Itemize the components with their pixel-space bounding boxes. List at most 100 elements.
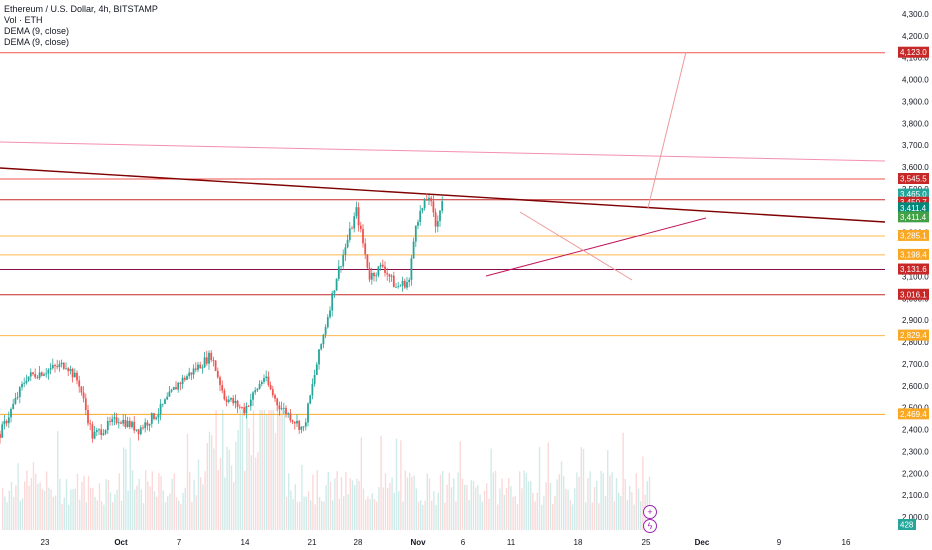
volume-bar xyxy=(508,478,510,530)
candle-body xyxy=(436,221,439,227)
candle-body xyxy=(263,378,265,382)
volume-bar xyxy=(59,478,61,530)
volume-bar xyxy=(261,410,263,530)
candle-body xyxy=(137,429,140,435)
candle-body xyxy=(175,387,177,390)
candle-body xyxy=(315,364,318,375)
candle-body xyxy=(144,422,147,429)
candle-body xyxy=(100,429,103,436)
volume-bar xyxy=(387,488,389,530)
volume-bar xyxy=(314,504,316,530)
candle-body xyxy=(148,423,151,426)
volume-bar xyxy=(310,500,312,530)
price-label-box xyxy=(898,46,929,58)
volume-bar xyxy=(530,481,532,530)
y-tick-label: 3,100.0 xyxy=(902,272,929,281)
volume-bar xyxy=(270,410,272,530)
volume-bar xyxy=(327,471,329,530)
legend-dema-2: DEMA (9, close) xyxy=(4,37,70,47)
volume-bar xyxy=(468,500,470,530)
volume-bar xyxy=(178,500,180,530)
volume-bar xyxy=(63,497,65,530)
volume-bar xyxy=(217,469,219,530)
volume-bar xyxy=(534,501,536,530)
candle-body xyxy=(179,382,182,384)
volume-bar xyxy=(637,488,640,530)
volume-label-text: 428 xyxy=(900,521,914,530)
volume-bar xyxy=(6,502,8,530)
volume-bar xyxy=(338,498,340,530)
candle-body xyxy=(5,420,8,424)
candle-body xyxy=(40,372,43,376)
candle-body xyxy=(32,372,34,374)
price-label: 3,545.5 xyxy=(898,173,929,185)
candle-body xyxy=(78,380,81,387)
volume-bar xyxy=(226,446,228,530)
volume-bar xyxy=(274,433,277,530)
volume-bar xyxy=(596,480,598,530)
price-label: 3,285.1 xyxy=(898,229,929,241)
volume-bar xyxy=(574,488,576,530)
candle-body xyxy=(318,349,320,365)
price-label-text: 3,198.4 xyxy=(900,250,927,259)
candle-body xyxy=(258,384,261,389)
candle-body xyxy=(104,430,107,434)
volume-bar xyxy=(580,447,582,530)
candle-body xyxy=(311,383,314,396)
y-tick-label: 2,100.0 xyxy=(902,491,929,500)
candle-body xyxy=(49,368,52,370)
candle-body xyxy=(271,389,274,396)
volume-bar xyxy=(490,448,492,530)
volume-bar xyxy=(2,487,4,530)
volume-bar xyxy=(252,410,255,530)
volume-bar xyxy=(453,478,455,530)
volume-bar xyxy=(620,495,622,530)
candle-body xyxy=(164,399,166,404)
volume-bar xyxy=(446,484,448,530)
volume-bar xyxy=(116,489,118,530)
volume-bar xyxy=(169,493,171,530)
y-tick-label: 2,000.0 xyxy=(902,513,929,522)
volume-bar xyxy=(365,499,367,530)
volume-bar xyxy=(296,501,299,530)
candle-body xyxy=(205,357,208,364)
candle-body xyxy=(355,207,358,217)
volume-bar xyxy=(153,491,156,530)
price-label-text: 3,131.6 xyxy=(900,265,927,274)
volume-bar xyxy=(241,410,244,530)
candle-body xyxy=(153,413,155,420)
candle-body xyxy=(225,399,228,402)
candle-body xyxy=(16,397,19,399)
candle-body xyxy=(3,420,6,425)
volume-bar xyxy=(492,472,494,530)
candle-body xyxy=(54,365,56,367)
volume-bar xyxy=(501,478,503,530)
price-label-text: 4,123.0 xyxy=(900,48,927,57)
volume-bar xyxy=(230,465,233,530)
plus-circle-icon[interactable]: + xyxy=(643,505,657,519)
volume-bar xyxy=(129,437,131,530)
volume-bar xyxy=(587,478,589,530)
volume-bar xyxy=(65,479,68,530)
volume-bar xyxy=(349,478,351,530)
volume-bar xyxy=(541,504,543,530)
wedge-upper-line xyxy=(519,211,633,281)
volume-bar xyxy=(503,494,505,530)
volume-bar xyxy=(162,490,164,530)
candle-body xyxy=(322,334,325,345)
volume-bar xyxy=(615,478,618,530)
candle-body xyxy=(276,398,279,406)
volume-bar xyxy=(648,476,651,530)
volume-bar xyxy=(461,478,464,530)
lightning-circle-icon[interactable]: ϟ xyxy=(643,519,657,533)
volume-bar xyxy=(215,410,217,530)
volume-bar xyxy=(15,485,17,530)
volume-bar xyxy=(420,500,422,530)
legend-volume: Vol · ETH xyxy=(4,15,43,25)
volume-bar xyxy=(626,499,629,530)
volume-bar xyxy=(268,410,270,530)
y-tick-label: 4,300.0 xyxy=(902,10,929,19)
volume-bar xyxy=(631,492,633,530)
volume-bar xyxy=(336,471,338,530)
